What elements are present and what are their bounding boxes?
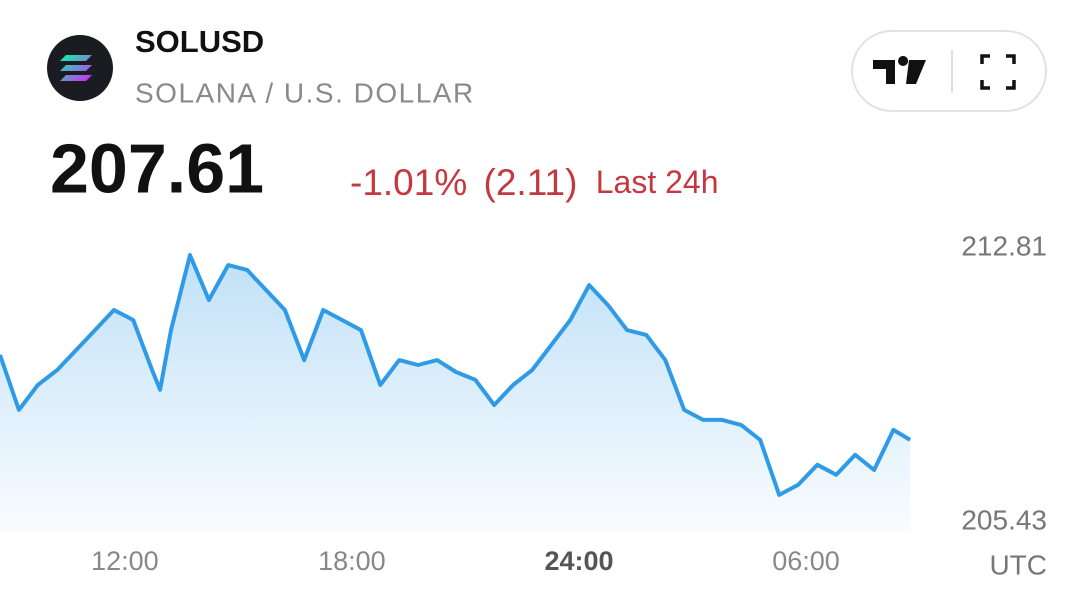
y-tick-label: 212.81 <box>961 230 1047 261</box>
change: -1.01% (2.11) Last 24h <box>350 162 718 203</box>
tradingview-button[interactable] <box>873 56 926 84</box>
change-amount: (2.11) <box>484 162 578 203</box>
toolbar <box>851 30 1047 112</box>
symbol: SOLUSD <box>135 24 264 59</box>
change-period: Last 24h <box>596 164 719 200</box>
symbol-name: SOLANA / U.S. DOLLAR <box>135 77 475 108</box>
x-axis-label: UTC <box>989 549 1047 580</box>
x-tick-label: 12:00 <box>91 546 159 576</box>
change-percent: -1.01% <box>350 162 467 203</box>
x-tick-label: 06:00 <box>772 546 840 576</box>
fullscreen-button[interactable] <box>980 54 1016 90</box>
price-line <box>0 253 912 497</box>
price: 207.61 <box>50 129 264 207</box>
x-tick-label: 18:00 <box>318 546 386 576</box>
y-tick-label: 205.43 <box>961 504 1047 535</box>
x-tick-label: 24:00 <box>544 546 613 576</box>
area <box>0 255 911 532</box>
logo <box>47 35 113 101</box>
